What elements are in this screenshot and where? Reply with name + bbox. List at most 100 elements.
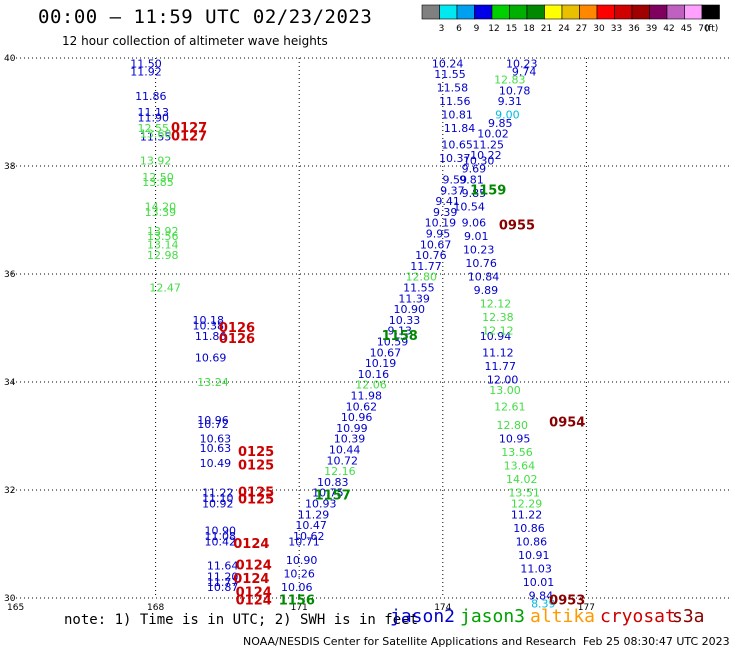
data-point-jason2: 10.86 bbox=[516, 535, 548, 548]
data-point-jason2: 11.77 bbox=[207, 576, 239, 589]
data-point-jason2: 9.84 bbox=[529, 589, 554, 602]
data-point-jason2: 10.19 bbox=[365, 357, 397, 370]
credit-text: NOAA/NESDIS Center for Satellite Applica… bbox=[243, 635, 577, 648]
color-scale-swatch bbox=[491, 4, 510, 20]
pass-time-label: 0125 bbox=[238, 493, 274, 508]
data-point-jason2: 9.13 bbox=[387, 325, 412, 338]
data-point-jason3: 13.00 bbox=[489, 384, 521, 397]
data-point-jason2: 10.90 bbox=[204, 525, 236, 538]
data-point-jason2: 10.63 bbox=[200, 433, 232, 446]
legend-s3a: s3a bbox=[672, 606, 705, 627]
color-scale-swatch bbox=[684, 4, 703, 20]
data-point-jason3: 12.12 bbox=[480, 298, 512, 311]
data-point-jason2: 11.13 bbox=[137, 106, 169, 119]
data-point-jason2: 10.91 bbox=[518, 549, 550, 562]
data-point-jason2: 9.59 bbox=[443, 174, 468, 187]
data-point-jason2: 11.56 bbox=[439, 95, 471, 108]
data-point-jason2: 10.19 bbox=[425, 217, 457, 230]
color-scale-label: 45 bbox=[681, 24, 692, 34]
data-point-jason2: 9.39 bbox=[433, 206, 458, 219]
data-point-jason3: 12.61 bbox=[494, 400, 526, 413]
data-point-jason2: 10.01 bbox=[523, 576, 555, 589]
color-scale-swatch bbox=[561, 4, 580, 20]
color-scale-label: 15 bbox=[506, 24, 517, 34]
data-point-jason2: 10.84 bbox=[468, 271, 500, 284]
data-point-jason2: 9.31 bbox=[498, 95, 523, 108]
pass-time-label: 0124 bbox=[236, 559, 272, 574]
data-point-jason3: 13.64 bbox=[504, 460, 536, 473]
color-scale-label: 70 bbox=[698, 24, 710, 34]
legend-jason2: jason2 bbox=[390, 606, 456, 627]
data-point-jason2: 9.89 bbox=[474, 284, 499, 297]
data-point-jason2: 10.49 bbox=[200, 457, 232, 470]
data-point-jason2: 10.72 bbox=[197, 418, 229, 431]
color-scale-swatch bbox=[596, 4, 615, 20]
data-point-jason3: 13.92 bbox=[140, 155, 172, 168]
color-scale-label: 24 bbox=[558, 24, 570, 34]
data-point-jason3: 12.98 bbox=[147, 249, 179, 262]
color-scale-swatch bbox=[544, 4, 563, 20]
data-point-jason2: 11.64 bbox=[207, 560, 239, 573]
data-point-jason2: 9.01 bbox=[464, 230, 489, 243]
data-point-jason3: 12.83 bbox=[494, 74, 526, 87]
data-point-jason2: 11.50 bbox=[130, 57, 162, 70]
data-point-jason2: 9.81 bbox=[459, 174, 484, 187]
y-tick-label: 38 bbox=[4, 162, 16, 172]
data-point-jason3: 13.60 bbox=[140, 128, 172, 141]
pass-time-label: 1159 bbox=[470, 183, 506, 198]
note-text: note: 1) Time is in UTC; 2) SWH is in fe… bbox=[64, 612, 419, 628]
y-tick-label: 36 bbox=[4, 270, 16, 280]
data-point-jason2: 10.86 bbox=[513, 522, 545, 535]
color-scale-swatch bbox=[614, 4, 633, 20]
y-tick-label: 32 bbox=[4, 486, 15, 496]
data-point-jason2: 10.92 bbox=[202, 498, 234, 511]
data-point-jason2: 11.77 bbox=[410, 260, 442, 273]
data-point-jason2: 9.95 bbox=[426, 228, 451, 241]
data-point-jason2: 9.41 bbox=[435, 195, 460, 208]
data-point-jason2: 10.16 bbox=[358, 368, 390, 381]
data-point-jason2: 10.76 bbox=[465, 257, 497, 270]
pass-time-label: 0953 bbox=[549, 594, 585, 609]
data-point-jason2: 10.90 bbox=[394, 303, 426, 316]
color-scale-unit: (ft) bbox=[705, 24, 719, 34]
data-point-jason3: 12.16 bbox=[324, 465, 356, 478]
data-point-jason2: 11.22 bbox=[202, 487, 234, 500]
color-scale-swatch bbox=[701, 4, 720, 20]
data-point-jason2: 10.59 bbox=[377, 336, 409, 349]
color-scale-swatch bbox=[439, 4, 458, 20]
x-tick-label: 168 bbox=[147, 603, 164, 613]
color-scale-label: 39 bbox=[646, 24, 658, 34]
pass-time-label: 0126 bbox=[219, 332, 255, 347]
color-scale-label: 3 bbox=[439, 24, 445, 34]
pass-time-label: 0124 bbox=[233, 537, 269, 552]
data-point-jason2: 10.62 bbox=[346, 400, 378, 413]
data-point-jason3: 12.12 bbox=[482, 325, 514, 338]
color-scale-label: 30 bbox=[593, 24, 605, 34]
data-point-jason2: 10.87 bbox=[207, 581, 239, 594]
pass-time-label: 0125 bbox=[238, 486, 274, 501]
data-point-jason2: 11.08 bbox=[204, 530, 236, 543]
pass-time-label: 0124 bbox=[236, 586, 272, 601]
data-point-jason2: 10.30 bbox=[463, 155, 495, 168]
y-tick-label: 40 bbox=[4, 54, 16, 64]
y-tick-label: 30 bbox=[4, 594, 16, 604]
data-point-jason2: 10.26 bbox=[283, 568, 315, 581]
data-point-jason2: 10.23 bbox=[463, 244, 495, 257]
data-point-jason2: 10.69 bbox=[195, 352, 227, 365]
data-point-jason2: 10.22 bbox=[470, 149, 502, 162]
x-tick-label: 171 bbox=[291, 603, 308, 613]
pass-time-label: 0126 bbox=[219, 321, 255, 336]
y-tick-label: 34 bbox=[4, 378, 16, 388]
color-scale-label: 9 bbox=[474, 24, 480, 34]
data-point-jason2: 10.75 bbox=[312, 487, 344, 500]
data-point-jason2: 10.38 bbox=[193, 319, 225, 332]
data-point-jason3: 14.02 bbox=[506, 473, 538, 486]
pass-time-label: 0955 bbox=[499, 218, 535, 233]
data-point-jason2: 11.86 bbox=[135, 90, 167, 103]
data-point-jason3: 13.85 bbox=[142, 176, 174, 189]
data-point-jason2: 10.62 bbox=[293, 530, 325, 543]
data-point-jason2: 11.12 bbox=[482, 346, 514, 359]
data-point-jason2: 10.37 bbox=[439, 152, 471, 165]
pass-time-label: 0954 bbox=[549, 416, 585, 431]
